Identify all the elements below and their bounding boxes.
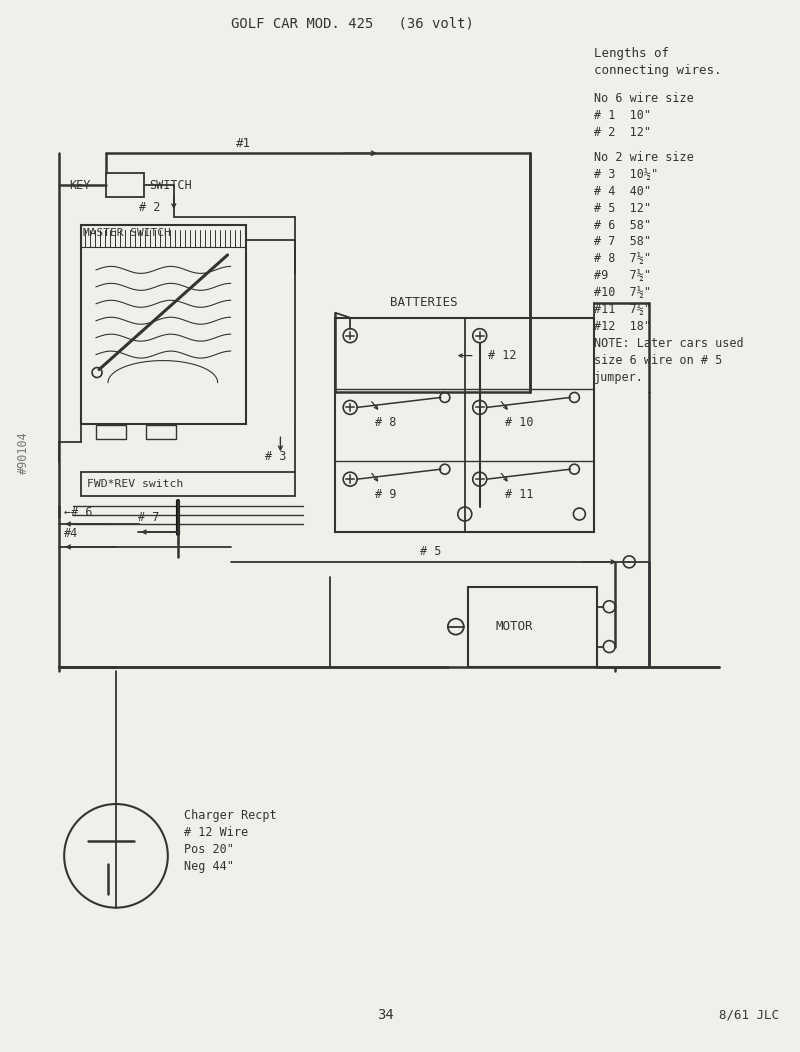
Text: ←# 6: ←# 6 (64, 506, 93, 519)
Text: # 4  40": # 4 40" (594, 185, 651, 198)
Bar (146, 425, 176, 440)
Text: # 9: # 9 (375, 488, 397, 501)
Text: # 3: # 3 (266, 450, 287, 463)
Text: # 8  7½": # 8 7½" (594, 252, 651, 265)
Text: Lengths of: Lengths of (594, 47, 670, 60)
Text: # 5: # 5 (420, 545, 442, 559)
Text: # 6  58": # 6 58" (594, 219, 651, 231)
Text: #9   7½": #9 7½" (594, 269, 651, 282)
Text: # 1  10": # 1 10" (594, 109, 651, 122)
Text: NOTE: Later cars used: NOTE: Later cars used (594, 337, 744, 350)
Text: #1: #1 (235, 137, 250, 149)
Text: # 7  58": # 7 58" (594, 236, 651, 248)
Bar (81, 225, 246, 424)
Text: #90104: #90104 (17, 431, 30, 473)
Text: size 6 wire on # 5: size 6 wire on # 5 (594, 355, 722, 367)
Text: connecting wires.: connecting wires. (594, 64, 722, 77)
Bar (81, 472, 295, 497)
Text: #10  7½": #10 7½" (594, 286, 651, 300)
Text: # 2: # 2 (139, 201, 160, 214)
Bar (468, 587, 598, 667)
Text: SWITCH: SWITCH (149, 179, 192, 191)
Text: No 6 wire size: No 6 wire size (594, 92, 694, 105)
Text: # 11: # 11 (505, 488, 533, 501)
Text: #12  18": #12 18" (594, 320, 651, 333)
Bar (96, 425, 126, 440)
Text: # 5  12": # 5 12" (594, 202, 651, 215)
Text: MASTER SWITCH: MASTER SWITCH (83, 228, 171, 238)
Text: Neg 44": Neg 44" (184, 861, 234, 873)
Text: # 12: # 12 (488, 349, 516, 362)
Text: No 2 wire size: No 2 wire size (594, 150, 694, 164)
Text: # 10: # 10 (505, 416, 533, 429)
Text: jumper.: jumper. (594, 371, 644, 384)
Bar (335, 318, 594, 532)
Text: # 8: # 8 (375, 416, 397, 429)
Text: #4: #4 (64, 527, 78, 541)
Text: BATTERIES: BATTERIES (390, 297, 458, 309)
Text: # 12 Wire: # 12 Wire (184, 827, 248, 839)
Text: #11  7½": #11 7½" (594, 303, 651, 317)
Text: GOLF CAR MOD. 425   (36 volt): GOLF CAR MOD. 425 (36 volt) (230, 17, 474, 31)
Text: Charger Recpt: Charger Recpt (184, 809, 276, 823)
Text: # 7: # 7 (138, 510, 159, 524)
Text: # 3  10½": # 3 10½" (594, 167, 658, 181)
Text: FWD*REV switch: FWD*REV switch (87, 479, 183, 489)
Bar (106, 174, 144, 197)
Text: KEY: KEY (69, 179, 90, 191)
Text: 8/61 JLC: 8/61 JLC (719, 1009, 779, 1021)
Text: Pos 20": Pos 20" (184, 844, 234, 856)
Text: # 2  12": # 2 12" (594, 126, 651, 139)
Text: MOTOR: MOTOR (496, 620, 533, 633)
Text: 34: 34 (377, 1008, 394, 1023)
